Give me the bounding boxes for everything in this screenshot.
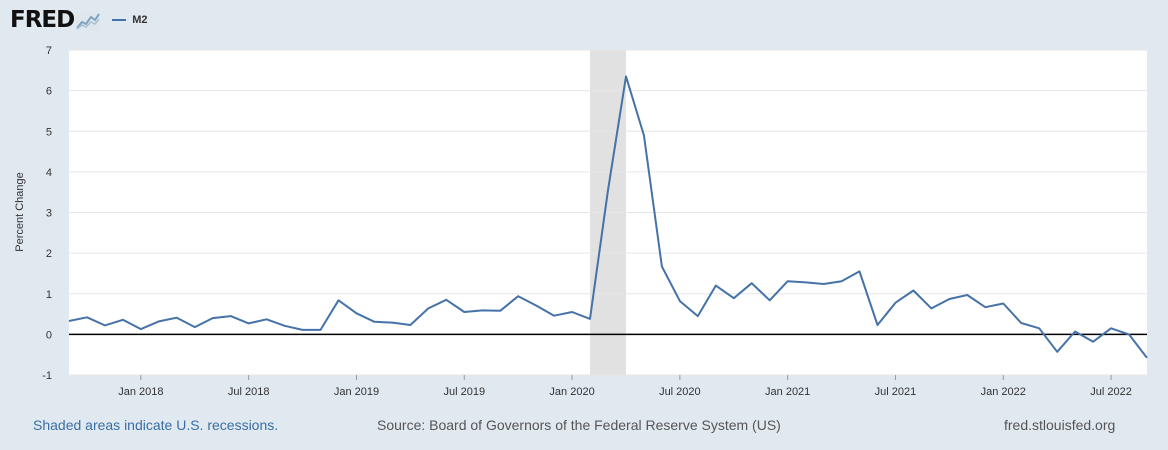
x-tick-label: Jan 2022 xyxy=(981,386,1026,398)
x-tick-label: Jul 2020 xyxy=(659,386,701,398)
fred-logo[interactable]: FRED xyxy=(10,7,75,33)
y-tick-label: 2 xyxy=(46,248,52,260)
y-tick-label: 3 xyxy=(46,208,52,220)
trend-line-icon xyxy=(76,12,101,30)
x-tick-label: Jul 2021 xyxy=(875,386,917,398)
legend: M2 xyxy=(112,14,148,26)
y-tick-label: -1 xyxy=(42,370,52,382)
x-tick-label: Jan 2021 xyxy=(765,386,810,398)
series-line-m2 xyxy=(68,75,1148,359)
y-tick-label: 0 xyxy=(46,329,52,341)
x-tick-label: Jul 2022 xyxy=(1090,386,1132,398)
source-note: Source: Board of Governors of the Federa… xyxy=(377,417,781,433)
x-tick-label: Jan 2020 xyxy=(549,386,594,398)
recession-note-link[interactable]: Shaded areas indicate U.S. recessions. xyxy=(33,417,279,433)
x-tick-label: Jul 2018 xyxy=(228,386,270,398)
legend-label-m2[interactable]: M2 xyxy=(132,14,148,26)
fred-site-link[interactable]: fred.stlouisfed.org xyxy=(1004,417,1116,433)
y-axis-label: Percent Change xyxy=(14,172,26,252)
x-tick-label: Jul 2019 xyxy=(443,386,485,398)
legend-swatch-m2 xyxy=(112,19,127,21)
y-tick-label: 5 xyxy=(46,126,52,138)
y-tick-label: 6 xyxy=(46,86,52,98)
chart-header: FRED M2 xyxy=(10,6,148,34)
x-tick-label: Jan 2019 xyxy=(334,386,379,398)
x-tick-label: Jan 2018 xyxy=(118,386,163,398)
y-tick-label: 7 xyxy=(46,45,52,57)
y-tick-label: 1 xyxy=(46,289,52,301)
y-tick-label: 4 xyxy=(46,167,52,179)
